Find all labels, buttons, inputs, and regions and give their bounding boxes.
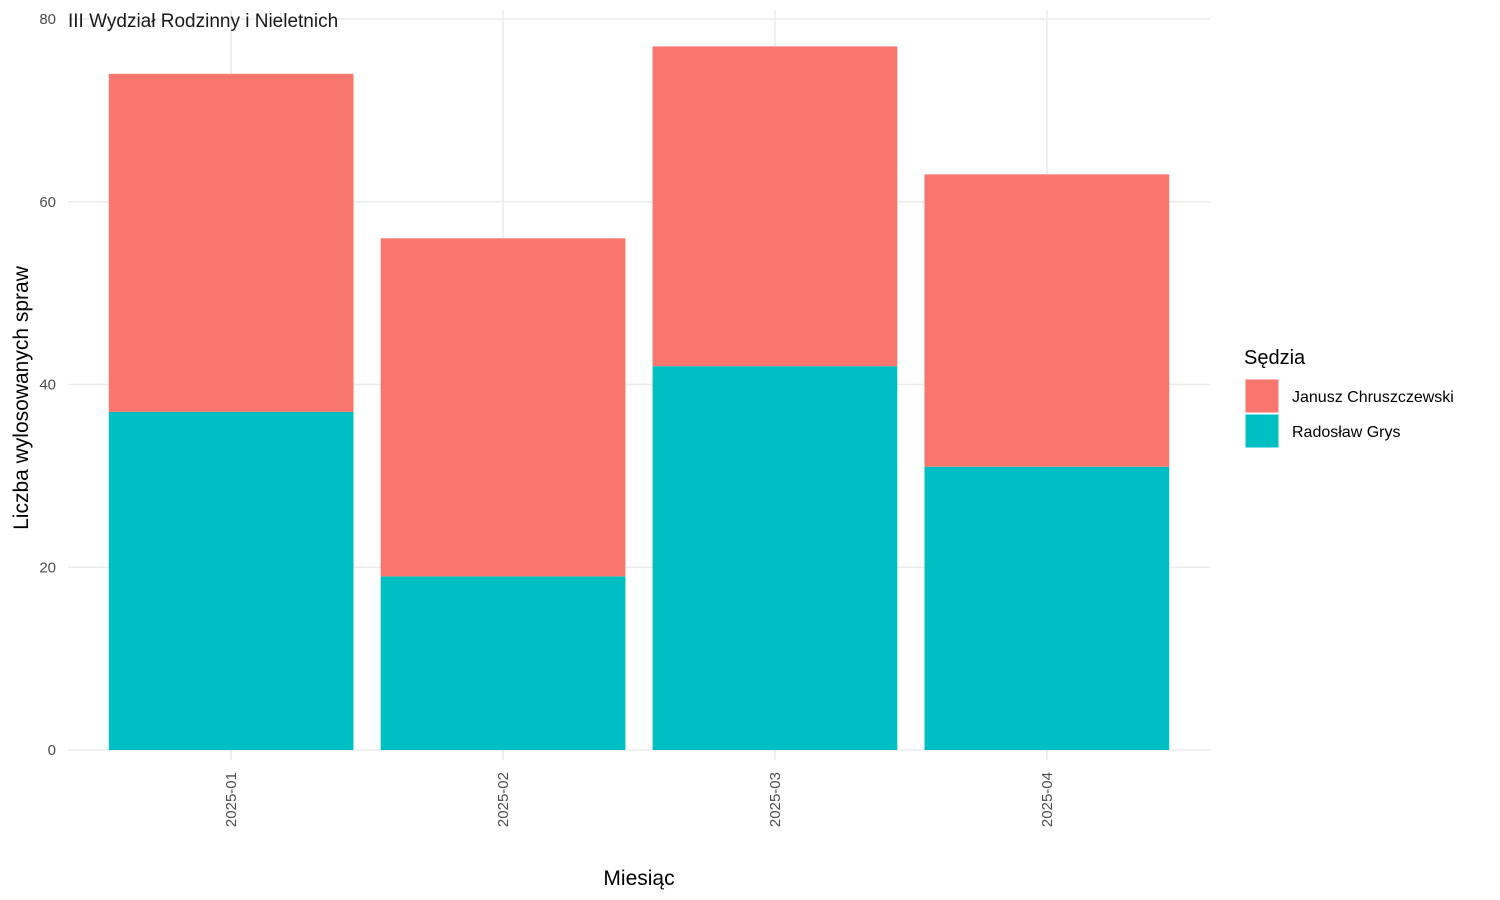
bar-segment (924, 466, 1170, 750)
legend-key (1244, 378, 1280, 414)
x-axis-ticks: 2025-01 2025-02 2025-03 2025-04 (223, 772, 1056, 827)
y-tick-label: 0 (48, 742, 56, 759)
y-axis-ticks: 0 20 40 60 80 (39, 11, 56, 759)
legend: Sędzia Janusz Chruszczewski Radosław Grys (1244, 347, 1454, 449)
x-tick-label: 2025-02 (495, 772, 512, 827)
x-tick-label: 2025-01 (223, 772, 240, 827)
y-tick-label: 20 (39, 559, 56, 576)
y-axis-title: Liczba wylosowanych spraw (10, 265, 33, 530)
facet-title: III Wydział Rodzinny i Nieletnich (68, 11, 338, 32)
x-tick-label: 2025-04 (1039, 772, 1056, 827)
x-axis-title: Miesiąc (603, 867, 674, 890)
legend-label: Radosław Grys (1292, 424, 1400, 441)
bar-segment (652, 46, 898, 367)
bar-segment (108, 73, 354, 412)
legend-entries: Janusz Chruszczewski Radosław Grys (1244, 378, 1454, 449)
x-tick-label: 2025-03 (767, 772, 784, 827)
y-tick-label: 80 (39, 11, 56, 28)
legend-label: Janusz Chruszczewski (1292, 389, 1454, 406)
y-tick-label: 60 (39, 194, 56, 211)
legend-title: Sędzia (1244, 347, 1306, 369)
y-tick-label: 40 (39, 377, 56, 394)
legend-key (1244, 413, 1280, 449)
bars (108, 46, 1170, 750)
bar-segment (380, 576, 626, 750)
bar-segment (652, 366, 898, 750)
bar-segment (108, 411, 354, 750)
bar-segment (380, 238, 626, 577)
bar-segment (924, 174, 1170, 467)
